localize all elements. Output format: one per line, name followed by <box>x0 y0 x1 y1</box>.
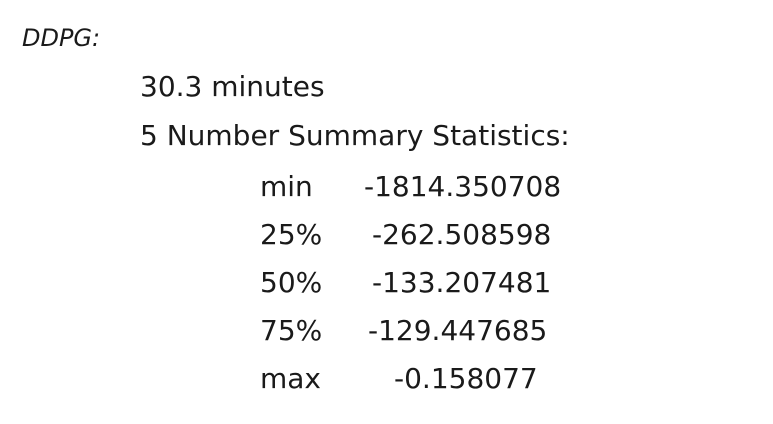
stat-value: -0.158077 <box>394 362 538 395</box>
stat-label: max <box>260 362 322 395</box>
summary-title: 5 Number Summary Statistics: <box>140 119 570 152</box>
stats-row-max: max -0.158077 <box>260 360 600 408</box>
stats-row-50: 50% -133.207481 <box>260 264 600 312</box>
stat-value: -133.207481 <box>372 266 552 299</box>
stat-label: 25% <box>260 218 323 251</box>
stat-value: -1814.350708 <box>364 170 562 203</box>
stats-row-75: 75% -129.447685 <box>260 312 600 360</box>
stat-label: min <box>260 170 313 203</box>
stat-label: 75% <box>260 314 323 347</box>
stat-label: 50% <box>260 266 323 299</box>
stat-value: -262.508598 <box>372 218 552 251</box>
stat-value: -129.447685 <box>368 314 548 347</box>
stats-table: min -1814.350708 25% -262.508598 50% -13… <box>260 168 600 408</box>
stats-row-min: min -1814.350708 <box>260 168 600 216</box>
algorithm-heading: DDPG: <box>22 24 101 52</box>
stats-row-25: 25% -262.508598 <box>260 216 600 264</box>
duration-text: 30.3 minutes <box>140 70 325 103</box>
